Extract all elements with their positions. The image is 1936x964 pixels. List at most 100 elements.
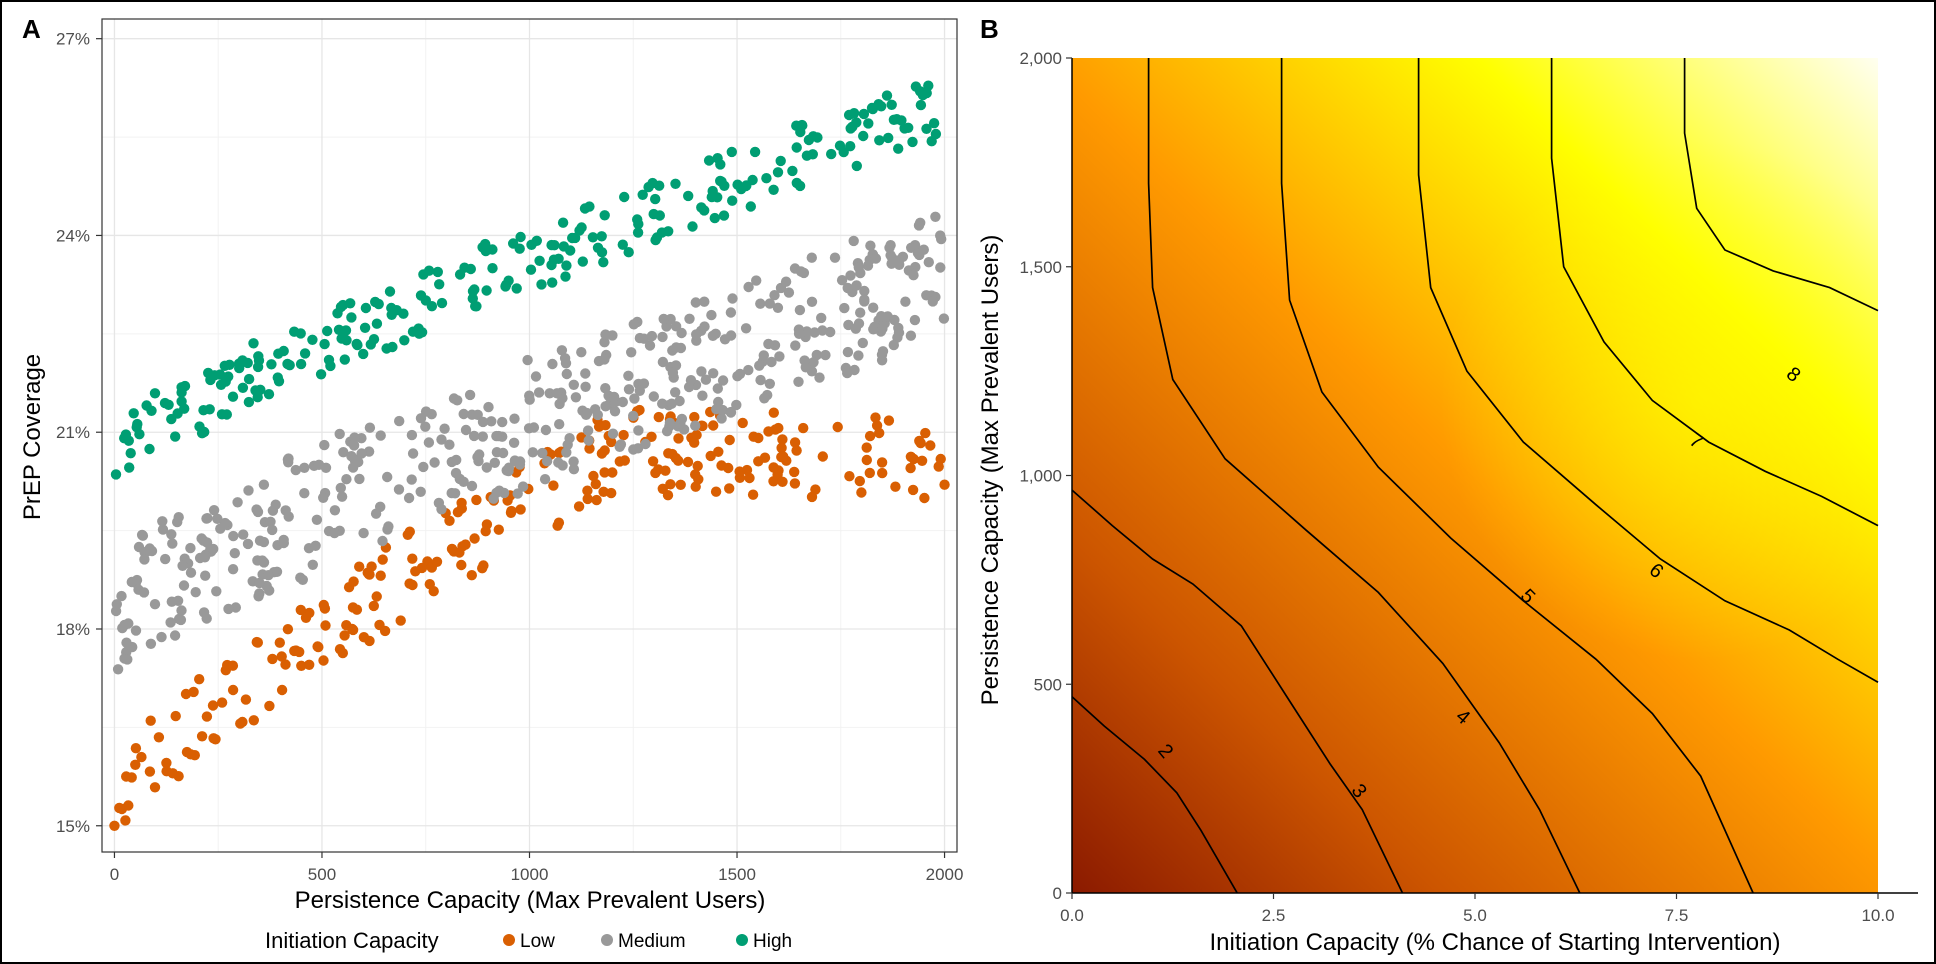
- x-tick-label: 2000: [926, 865, 964, 884]
- scatter-point-medium: [700, 374, 712, 385]
- x-tick-label: 0: [110, 865, 119, 884]
- scatter-legend: Initiation Capacity Low Medium High: [265, 928, 792, 953]
- scatter-point-medium: [356, 448, 367, 459]
- scatter-point-low: [368, 600, 379, 612]
- scatter-point-medium: [335, 482, 346, 494]
- scatter-point-medium: [556, 345, 568, 356]
- scatter-point-high: [434, 279, 445, 290]
- scatter-point-medium: [178, 580, 190, 591]
- y-tick-label: 27%: [56, 30, 90, 49]
- scatter-point-high: [341, 335, 352, 346]
- scatter-point-medium: [626, 347, 637, 358]
- scatter-point-medium: [524, 394, 535, 405]
- scatter-point-high: [322, 325, 333, 337]
- scatter-point-medium: [497, 416, 508, 428]
- scatter-point-medium: [176, 605, 187, 616]
- y-tick-label: 1,500: [1019, 258, 1062, 277]
- scatter-point-high: [619, 191, 630, 203]
- scatter-point-medium: [848, 235, 859, 247]
- scatter-point-high: [863, 118, 874, 129]
- scatter-point-medium: [539, 474, 551, 485]
- scatter-point-high: [216, 409, 228, 420]
- scatter-point-medium: [394, 415, 405, 427]
- scatter-point-medium: [820, 349, 831, 361]
- scatter-point-medium: [758, 350, 769, 361]
- scatter-point-high: [881, 90, 893, 101]
- scatter-point-medium: [764, 378, 775, 389]
- scatter-point-medium: [755, 298, 766, 309]
- scatter-point-low: [149, 782, 161, 793]
- scatter-point-medium: [458, 408, 469, 420]
- scatter-point-medium: [537, 447, 548, 459]
- scatter-point-medium: [561, 368, 572, 380]
- scatter-point-high: [263, 389, 275, 400]
- scatter-point-medium: [299, 462, 310, 473]
- scatter-point-low: [130, 743, 142, 754]
- scatter-point-medium: [509, 413, 520, 424]
- scatter-point-medium: [570, 392, 582, 403]
- scatter-point-high: [124, 462, 135, 473]
- scatter-point-low: [653, 411, 664, 423]
- scatter-point-low: [188, 686, 199, 698]
- scatter-point-low: [431, 556, 443, 567]
- scatter-point-low: [763, 426, 774, 437]
- scatter-point-low: [480, 526, 491, 537]
- scatter-point-low: [591, 494, 602, 506]
- scatter-point-high: [858, 130, 869, 142]
- scatter-point-medium: [349, 432, 360, 443]
- scatter-point-medium: [908, 270, 919, 281]
- scatter-point-high: [480, 238, 491, 250]
- scatter-point-low: [144, 766, 156, 777]
- scatter-point-low: [854, 475, 865, 487]
- scatter-point-medium: [544, 388, 555, 399]
- scatter-point-low: [227, 660, 239, 671]
- scatter-point-high: [623, 247, 634, 258]
- scatter-point-medium: [657, 356, 669, 368]
- scatter-point-high: [715, 175, 726, 187]
- scatter-point-low: [606, 487, 617, 499]
- y-tick-label: 18%: [56, 620, 90, 639]
- scatter-point-low: [870, 412, 881, 423]
- scatter-point-high: [670, 178, 681, 189]
- scatter-point-medium: [725, 330, 737, 341]
- scatter-point-high: [896, 115, 907, 126]
- scatter-point-medium: [436, 434, 447, 445]
- scatter-point-high: [886, 99, 897, 111]
- scatter-point-high: [358, 348, 369, 360]
- scatter-point-low: [773, 422, 784, 434]
- scatter-point-medium: [173, 512, 184, 523]
- scatter-point-medium: [190, 587, 201, 598]
- scatter-point-medium: [533, 387, 545, 398]
- scatter-point-medium: [370, 508, 382, 519]
- scatter-point-medium: [229, 548, 240, 559]
- scatter-point-low: [552, 520, 563, 531]
- scatter-point-medium: [468, 430, 480, 442]
- scatter-point-high: [299, 348, 311, 359]
- scatter-point-medium: [769, 290, 780, 301]
- scatter-point-medium: [280, 505, 291, 516]
- scatter-point-medium: [629, 393, 640, 404]
- scatter-point-medium: [576, 347, 587, 358]
- scatter-point-low: [747, 489, 759, 500]
- scatter-point-high: [272, 372, 283, 383]
- scatter-point-medium: [670, 387, 681, 398]
- scatter-point-medium: [177, 560, 188, 571]
- scatter-point-medium: [845, 270, 856, 281]
- scatter-point-medium: [112, 664, 124, 675]
- scatter-point-medium: [853, 262, 864, 273]
- scatter-point-high: [515, 231, 526, 243]
- scatter-point-medium: [212, 513, 223, 524]
- scatter-point-low: [185, 749, 196, 760]
- scatter-point-medium: [318, 492, 329, 503]
- scatter-point-medium: [913, 220, 925, 231]
- scatter-point-medium: [486, 416, 497, 427]
- scatter-point-high: [899, 123, 910, 134]
- scatter-point-medium: [126, 576, 137, 588]
- scatter-point-high: [209, 370, 220, 381]
- scatter-point-medium: [446, 487, 457, 499]
- scatter-point-high: [874, 135, 885, 146]
- scatter-point-high: [726, 146, 737, 158]
- scatter-point-low: [235, 718, 246, 729]
- scatter-point-medium: [755, 374, 766, 386]
